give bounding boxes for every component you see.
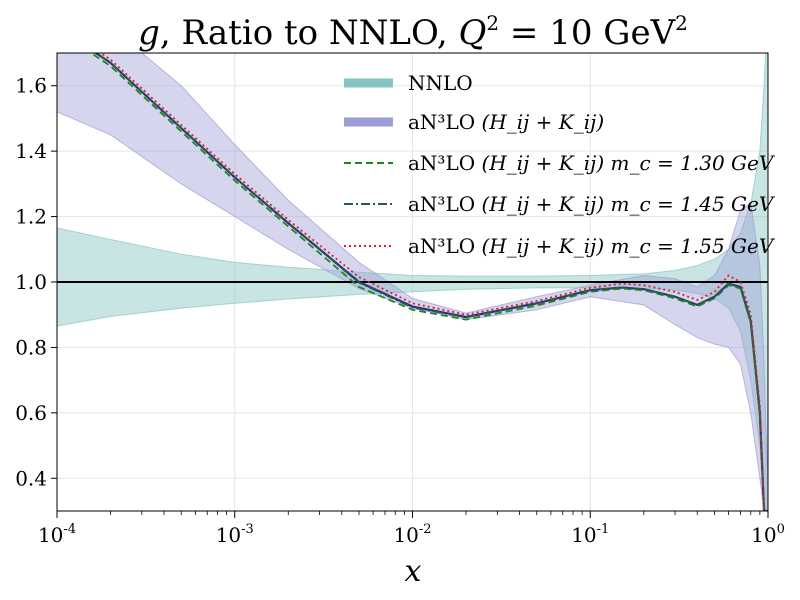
x-tick-label: 10-3 — [216, 522, 254, 547]
x-tick-label: 10-2 — [393, 522, 431, 547]
y-tick-label: 0.6 — [15, 401, 47, 425]
y-tick-label: 1.4 — [15, 139, 47, 163]
y-tick-label: 1.2 — [15, 205, 47, 229]
y-tick-label: 0.8 — [15, 335, 47, 359]
legend-label-mc130: aN³LO (H_ij + K_ij) m_c = 1.30 GeV — [408, 151, 776, 175]
y-tick-label: 0.4 — [15, 466, 47, 490]
chart-title: g, Ratio to NNLO, Q2 = 10 GeV2 — [138, 11, 688, 53]
legend-label-n3lo: aN³LO (H_ij + K_ij) — [408, 110, 604, 134]
legend-label-mc145: aN³LO (H_ij + K_ij) m_c = 1.45 GeV — [408, 192, 776, 216]
line-mc155 — [99, 53, 768, 511]
legend-label-mc155: aN³LO (H_ij + K_ij) m_c = 1.55 GeV — [408, 234, 776, 258]
y-tick-label: 1.6 — [15, 74, 47, 98]
x-tick-label: 10-4 — [38, 522, 76, 547]
y-tick-label: 1.0 — [15, 270, 47, 294]
x-axis-label: x — [405, 554, 422, 589]
line-mc145 — [94, 53, 768, 511]
x-tick-label: 10-1 — [571, 522, 609, 547]
legend-label-nnlo: NNLO — [408, 71, 473, 95]
axis-ticks: 0.4 0.6 0.8 1.0 1.2 1.4 1.6 10-4 10-3 10-2 10-1 100 — [15, 74, 785, 547]
series-layer — [89, 53, 768, 511]
x-tick-label: 100 — [751, 522, 785, 547]
legend: NNLO aN³LO (H_ij + K_ij) aN³LO (H_ij + K… — [344, 71, 776, 258]
line-mc130 — [89, 53, 768, 511]
